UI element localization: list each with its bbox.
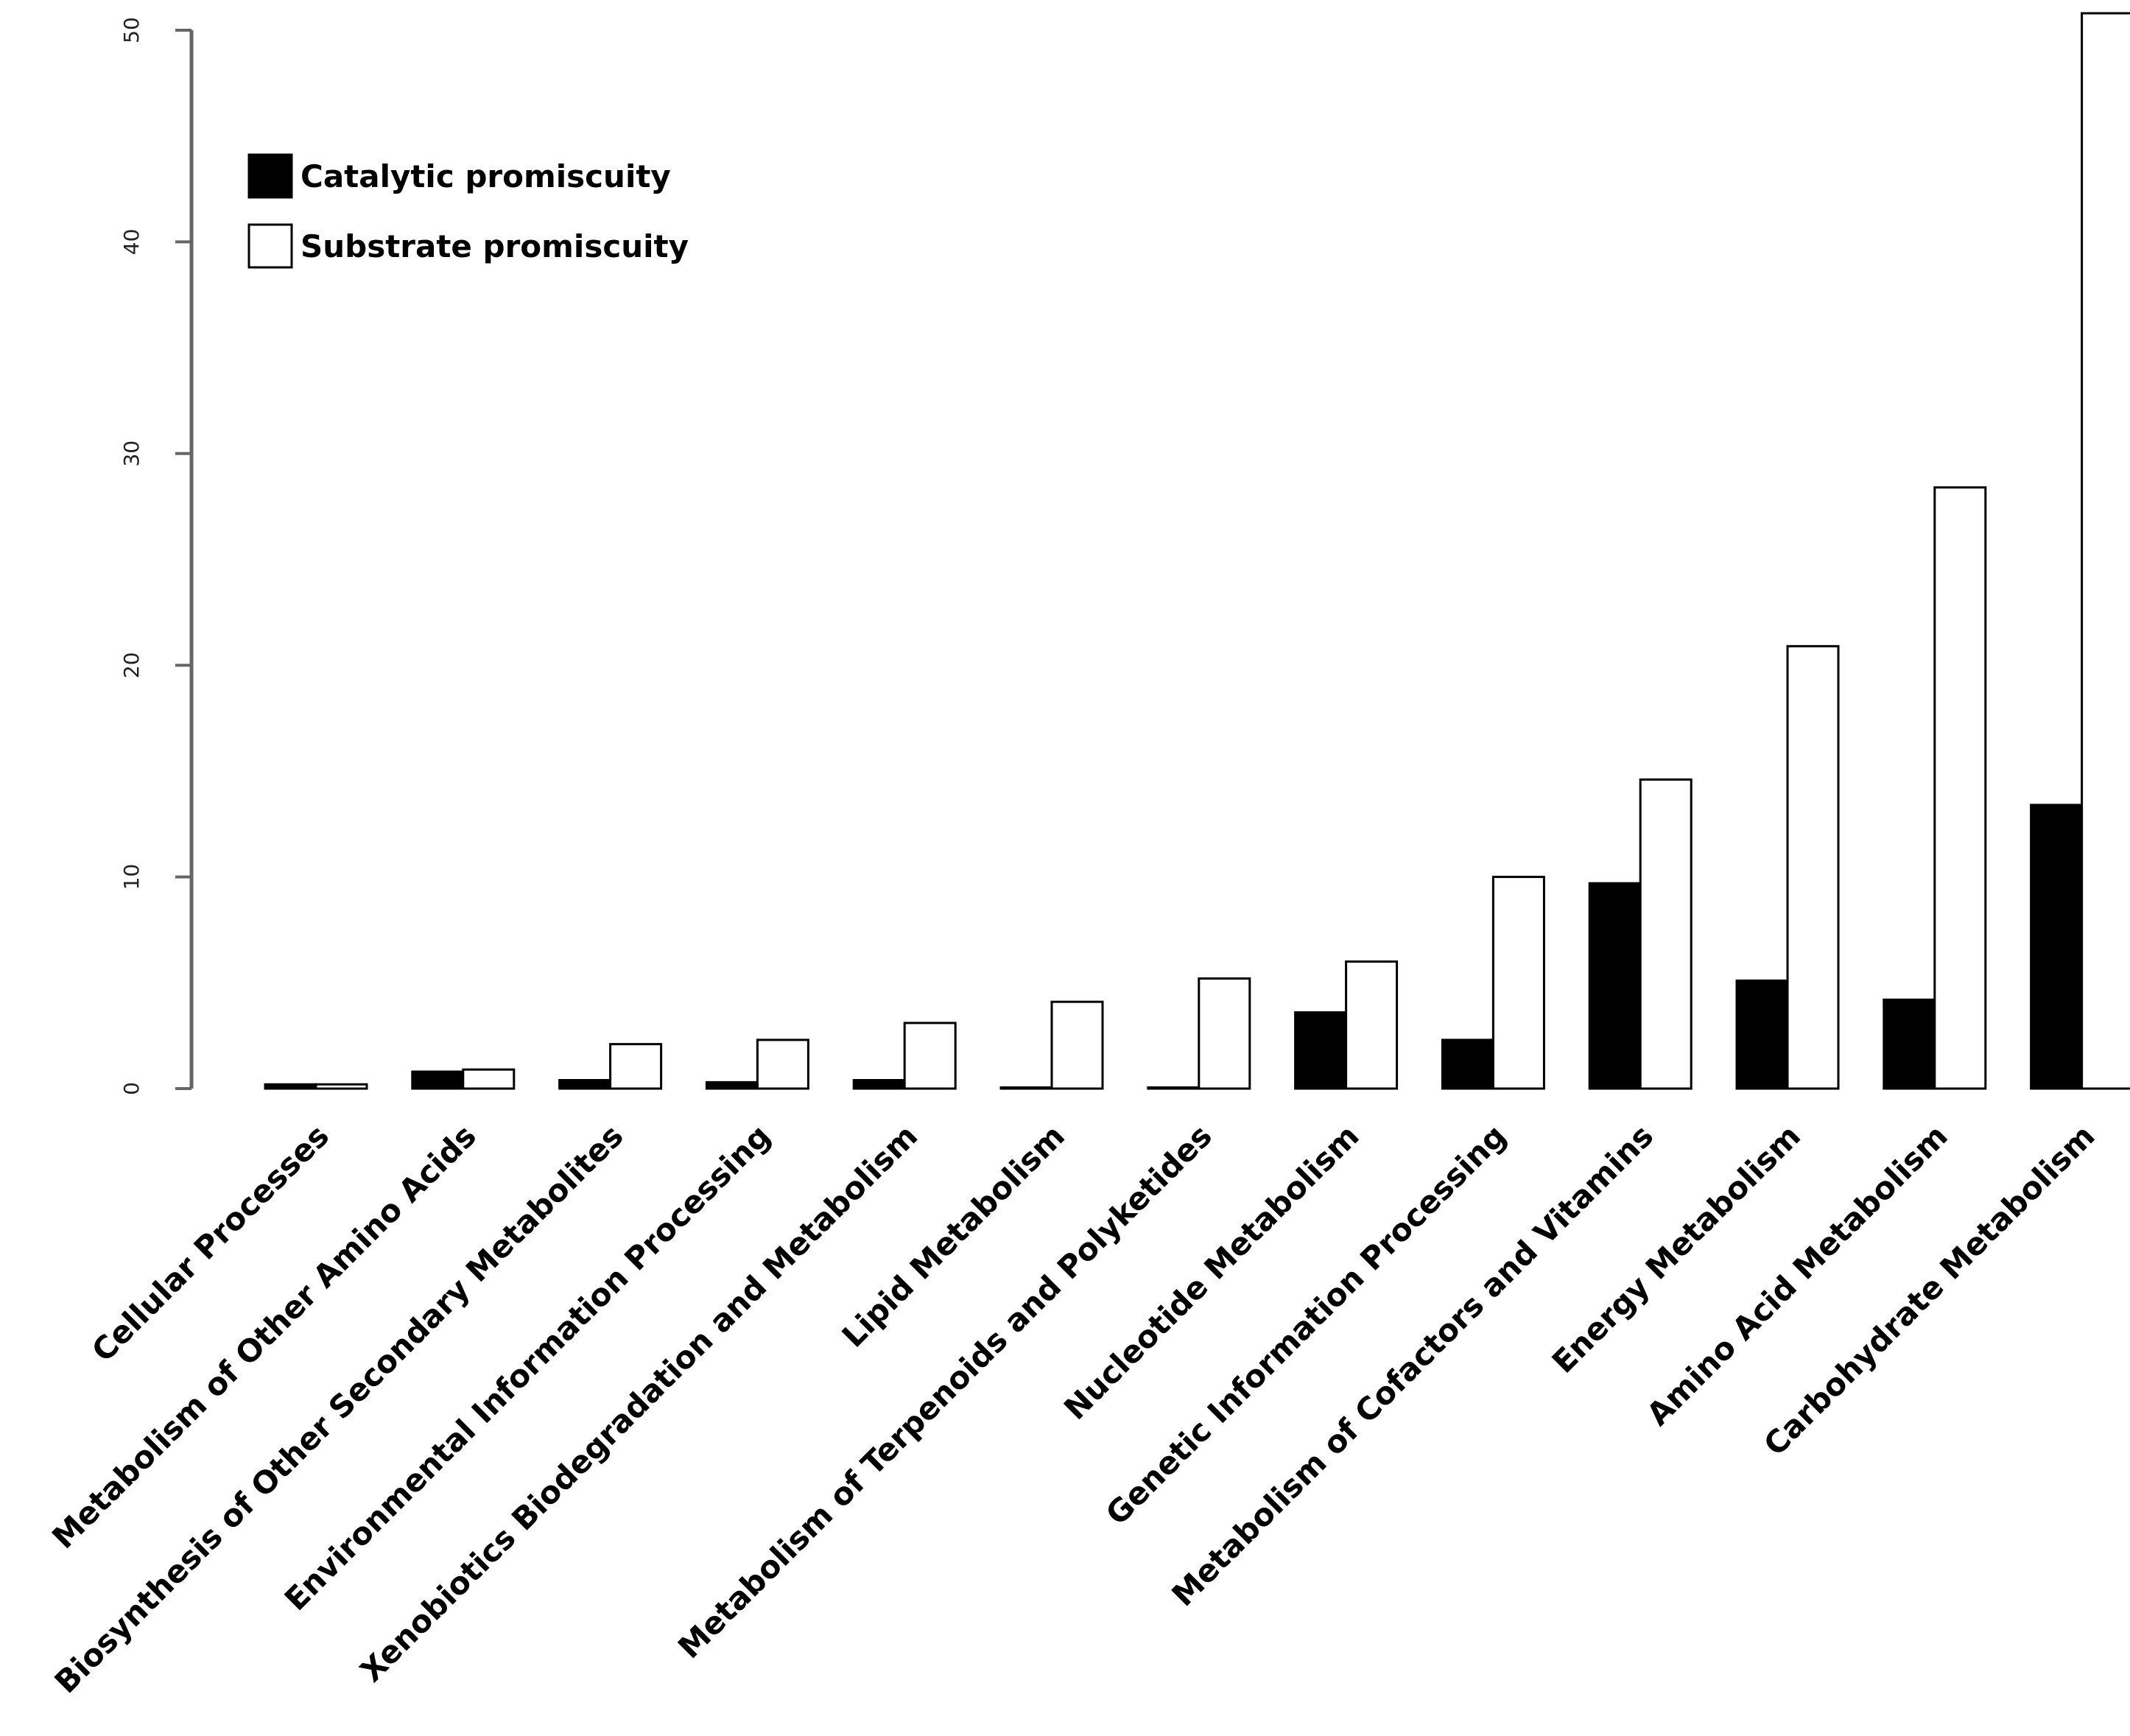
bar-substrate-4 <box>903 1022 957 1090</box>
x-tick-label: Environmental Information Processing <box>278 1117 778 1617</box>
bar-catalytic-4 <box>852 1079 906 1090</box>
x-tick-label: Cellular Processes <box>85 1117 336 1368</box>
y-axis: 0 10 20 30 40 50 <box>119 17 194 1095</box>
bar-substrate-8 <box>1491 876 1545 1090</box>
bar-substrate-3 <box>756 1039 809 1090</box>
y-tick-label: 10 <box>119 864 144 890</box>
x-tick-label: Energy Metabolism <box>1545 1117 1807 1380</box>
x-tick-label: Biosynthesis of Other Secondary Metaboli… <box>48 1117 630 1700</box>
bar-catalytic-0 <box>264 1083 317 1090</box>
legend-label-catalytic: Catalytic promiscuity <box>300 158 671 194</box>
bar-substrate-10 <box>1786 644 1840 1090</box>
legend-label-substrate: Substrate promiscuity <box>300 228 689 264</box>
bar-substrate-0 <box>314 1083 368 1090</box>
bar-catalytic-7 <box>1294 1011 1348 1090</box>
x-tick-label: Metabolism of Terpenoids and Polyketides <box>671 1117 1219 1665</box>
legend-swatch-catalytic <box>247 153 293 199</box>
x-tick-label: Carbohydrate Metabolism <box>1757 1117 2102 1463</box>
y-tick-label: 0 <box>119 1082 144 1095</box>
x-tick-label: Nucleotide Metabolism <box>1057 1117 1366 1427</box>
bar-catalytic-6 <box>1147 1086 1201 1090</box>
y-tick-label: 50 <box>119 17 144 43</box>
bar-substrate-9 <box>1639 778 1693 1090</box>
bars <box>264 12 2130 1090</box>
bar-catalytic-5 <box>999 1086 1053 1090</box>
legend-swatch-substrate <box>247 223 293 269</box>
bar-catalytic-3 <box>705 1080 759 1090</box>
bar-substrate-6 <box>1198 977 1251 1090</box>
x-tick-label: Amino Acid Metabolism <box>1639 1117 1955 1433</box>
legend: Catalytic promiscuity Substrate promiscu… <box>247 153 689 269</box>
bar-catalytic-2 <box>558 1079 612 1090</box>
bar-substrate-7 <box>1345 960 1399 1090</box>
bar-substrate-12 <box>2081 12 2130 1090</box>
bar-catalytic-8 <box>1441 1039 1494 1090</box>
bar-substrate-5 <box>1050 1000 1104 1090</box>
bar-substrate-1 <box>462 1068 516 1090</box>
y-tick-label: 40 <box>119 229 144 256</box>
y-tick-label: 30 <box>119 440 144 467</box>
bar-catalytic-9 <box>1588 882 1642 1090</box>
bar-catalytic-12 <box>2030 804 2084 1090</box>
bar-catalytic-11 <box>1883 998 1936 1090</box>
y-tick-label: 20 <box>119 652 144 678</box>
bar-catalytic-10 <box>1735 979 1789 1090</box>
bar-catalytic-1 <box>411 1070 465 1090</box>
bar-substrate-11 <box>1933 486 1987 1090</box>
bar-substrate-2 <box>609 1043 663 1090</box>
x-tick-label: Xenobiotics Biodegradation and Metabolis… <box>354 1117 925 1689</box>
